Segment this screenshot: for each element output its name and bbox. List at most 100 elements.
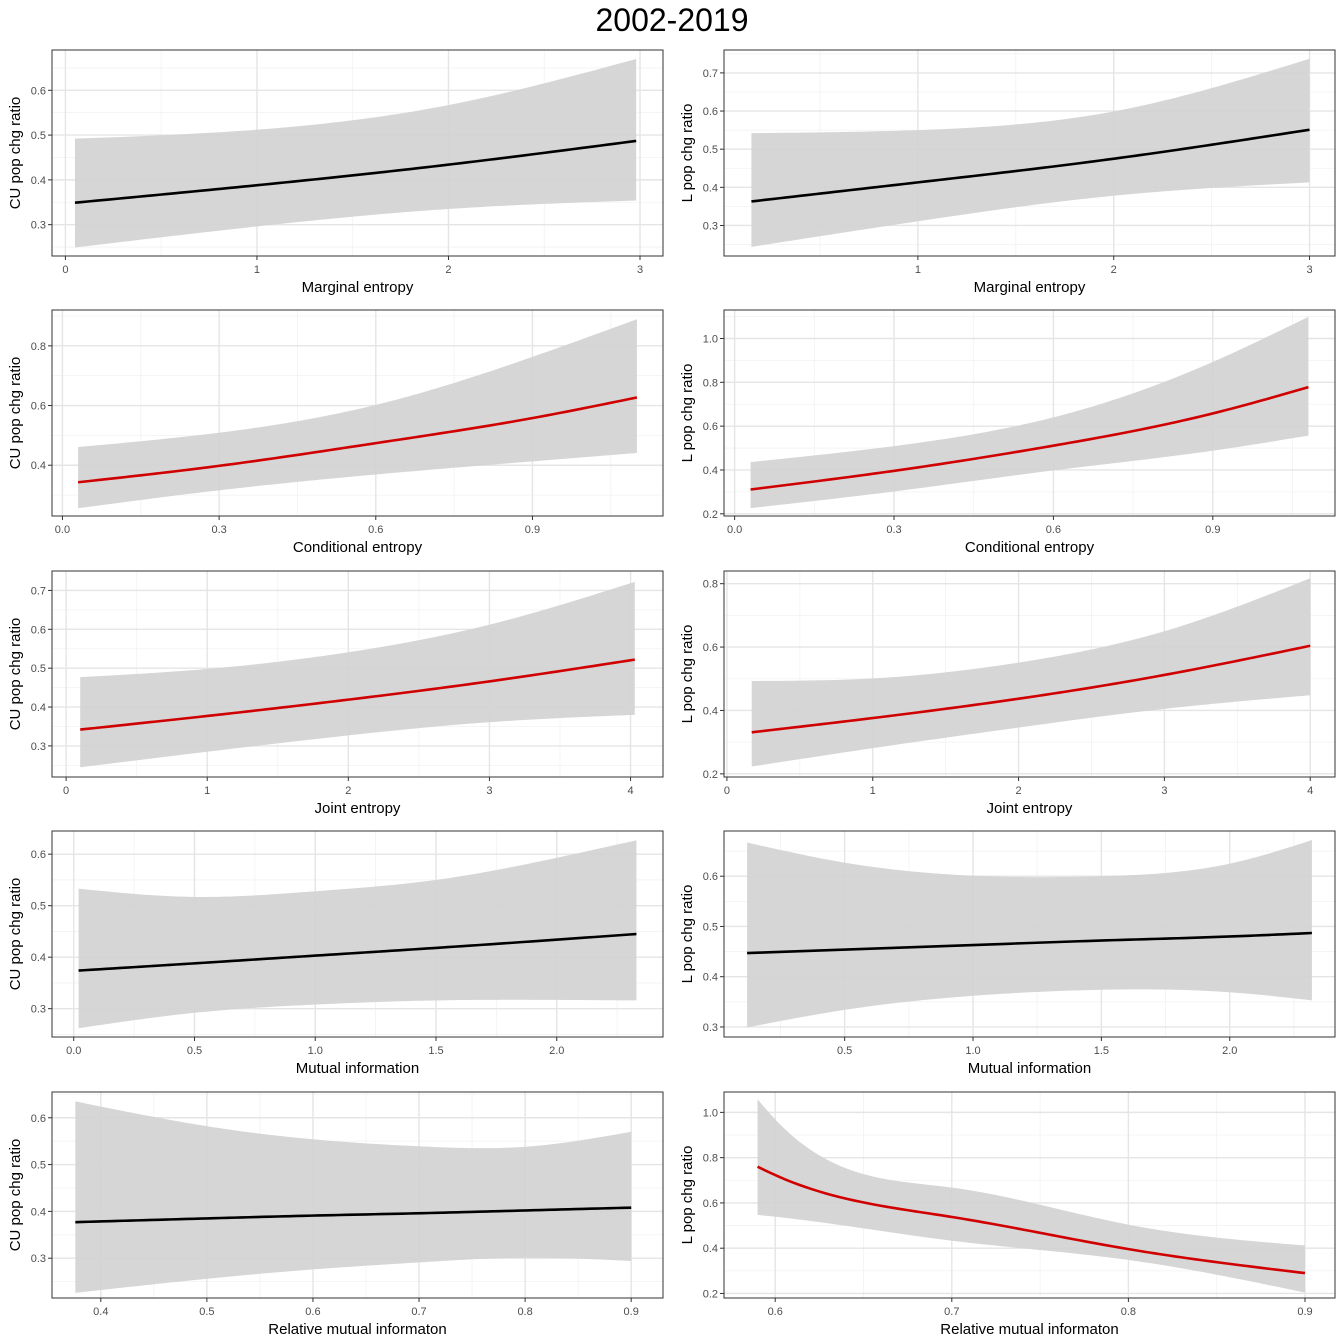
panel-border [51, 570, 664, 778]
y-tick-label: 0.8 [703, 1153, 718, 1165]
x-axis-title: Marginal entropy [302, 279, 414, 296]
x-tick-label: 0.6 [1046, 524, 1061, 536]
x-axis-title: Mutual information [296, 1060, 419, 1077]
fitted-line [747, 931, 1312, 955]
x-tick-label: 1.5 [1094, 1045, 1109, 1057]
y-tick-label: 0.3 [31, 220, 46, 232]
confidence-ribbon [747, 840, 1312, 1028]
y-axis-title: L pop chg ratio [679, 1146, 696, 1245]
y-tick-label: 0.4 [703, 972, 718, 984]
panel-border [51, 49, 664, 257]
x-tick-label: 4 [1307, 785, 1313, 797]
x-axis-title: Joint entropy [315, 800, 401, 817]
fitted-line [750, 385, 1309, 491]
x-tick-label: 0.6 [368, 524, 383, 536]
y-tick-label: 0.3 [31, 741, 46, 753]
x-axis-title: Mutual information [968, 1060, 1091, 1077]
y-axis-title: L pop chg ratio [679, 885, 696, 984]
x-tick-label: 4 [627, 785, 633, 797]
panel-border [51, 309, 664, 517]
y-tick-label: 0.4 [31, 952, 46, 964]
y-axis-title: CU pop chg ratio [7, 618, 24, 731]
x-tick-label: 1.0 [965, 1045, 980, 1057]
x-tick-label: 0 [724, 785, 730, 797]
y-axis-title: L pop chg ratio [679, 625, 696, 724]
y-axis-title: L pop chg ratio [679, 104, 696, 203]
y-axis-title: CU pop chg ratio [7, 357, 24, 470]
x-tick-label: 2 [445, 264, 451, 276]
x-tick-label: 0.8 [517, 1306, 532, 1318]
y-tick-label: 0.4 [703, 705, 718, 717]
confidence-ribbon [78, 840, 637, 1029]
y-tick-label: 0.3 [703, 220, 718, 232]
y-axis-title: CU pop chg ratio [7, 878, 24, 991]
y-tick-label: 0.5 [703, 144, 718, 156]
x-tick-label: 3 [1306, 264, 1312, 276]
confidence-ribbon [80, 581, 635, 768]
x-tick-label: 0 [63, 785, 69, 797]
figure-title: 2002-2019 [595, 2, 749, 38]
x-tick-label: 0.9 [525, 524, 540, 536]
y-tick-label: 0.4 [31, 175, 46, 187]
y-tick-label: 0.6 [31, 1113, 46, 1125]
y-tick-label: 1.0 [703, 1107, 718, 1119]
y-tick-label: 0.2 [703, 509, 718, 521]
fitted-line [751, 128, 1310, 203]
x-tick-label: 0 [62, 264, 68, 276]
fitted-line [78, 932, 637, 972]
y-axis-title: CU pop chg ratio [7, 1139, 24, 1252]
confidence-ribbon [78, 319, 637, 509]
fitted-line [756, 1165, 1306, 1275]
x-axis-title: Conditional entropy [965, 539, 1095, 556]
y-tick-label: 0.5 [31, 1160, 46, 1172]
x-tick-label: 0.5 [837, 1045, 852, 1057]
x-tick-label: 1 [204, 785, 210, 797]
x-tick-label: 0.6 [768, 1306, 783, 1318]
y-tick-label: 0.6 [31, 401, 46, 413]
y-tick-label: 0.6 [703, 871, 718, 883]
confidence-ribbon [757, 1099, 1305, 1293]
y-tick-label: 0.4 [31, 1206, 46, 1218]
y-tick-label: 0.2 [703, 769, 718, 781]
y-tick-label: 0.6 [703, 106, 718, 118]
fitted-line [751, 644, 1311, 734]
confidence-ribbon [75, 1101, 632, 1293]
x-tick-label: 2.0 [549, 1045, 564, 1057]
x-tick-label: 1 [915, 264, 921, 276]
y-tick-label: 0.8 [31, 341, 46, 353]
x-axis-title: Relative mutual informaton [940, 1321, 1118, 1338]
x-axis-title: Conditional entropy [293, 539, 423, 556]
panel-6: 0 1 2 3 4 0.2 0.4 0.6 0.8 Joint entropy L pop chg … [679, 570, 1336, 817]
fitted-line [75, 1206, 632, 1224]
x-tick-label: 1 [254, 264, 260, 276]
y-tick-label: 0.6 [703, 642, 718, 654]
panel-1: 0 1 2 3 0.3 0.4 0.5 0.6 Marginal entropy CU pop c… [7, 49, 664, 296]
x-axis-title: Marginal entropy [974, 279, 1086, 296]
x-tick-label: 3 [486, 785, 492, 797]
x-tick-label: 1.0 [308, 1045, 323, 1057]
fitted-line [80, 658, 635, 731]
x-tick-label: 2 [1016, 785, 1022, 797]
y-tick-label: 0.3 [31, 1004, 46, 1016]
confidence-ribbon [750, 316, 1309, 509]
y-tick-label: 0.5 [703, 921, 718, 933]
y-tick-label: 0.3 [703, 1022, 718, 1034]
x-tick-label: 3 [1161, 785, 1167, 797]
y-tick-label: 0.8 [703, 377, 718, 389]
y-tick-label: 0.8 [703, 579, 718, 591]
x-tick-label: 2 [1111, 264, 1117, 276]
x-tick-label: 0.4 [93, 1306, 108, 1318]
y-tick-label: 0.4 [703, 182, 718, 194]
panel-border [51, 1091, 664, 1299]
panel-border [723, 570, 1336, 778]
x-tick-label: 0.9 [624, 1306, 639, 1318]
x-axis-title: Joint entropy [987, 800, 1073, 817]
fitted-line [74, 139, 637, 205]
panel-4: 0.0 0.3 0.6 0.9 0.2 0.4 0.6 0.8 1.0 Conditional e… [679, 309, 1336, 556]
panel-8: 0.5 1.0 1.5 2.0 0.3 0.4 0.5 0.6 Mutual informati… [679, 830, 1336, 1077]
x-tick-label: 0.8 [1121, 1306, 1136, 1318]
y-tick-label: 0.6 [31, 624, 46, 636]
y-tick-label: 0.4 [703, 1243, 718, 1255]
